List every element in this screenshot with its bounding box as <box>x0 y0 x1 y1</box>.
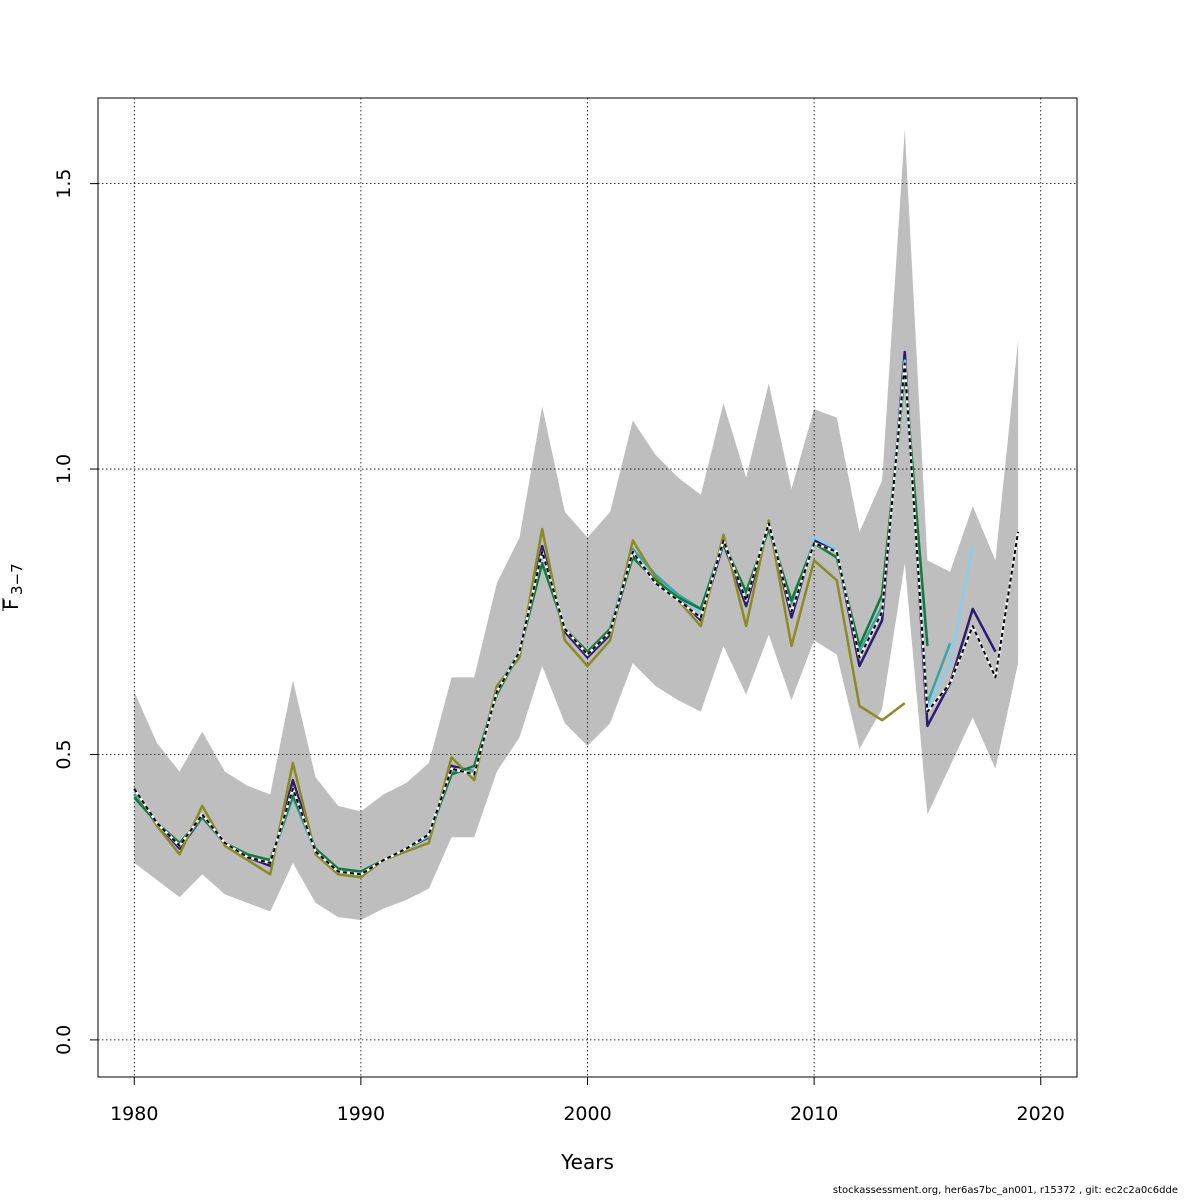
x-tick-label: 2000 <box>563 1103 611 1125</box>
series-line-0 <box>133 362 1020 876</box>
x-tick-label: 1990 <box>337 1103 385 1125</box>
y-axis-title-main: F <box>0 598 23 610</box>
series-layer <box>133 350 1020 879</box>
footer-credit: stockassessment.org, her6as7bc_an001, r1… <box>832 1185 1178 1196</box>
y-axis-title: F 3−7 <box>0 563 26 611</box>
grid-layer <box>98 98 1077 1077</box>
confidence-band <box>134 129 1019 921</box>
y-axis-title-subscript: 3−7 <box>8 563 26 595</box>
series-line-4 <box>133 519 906 879</box>
y-tick-label: 1.0 <box>53 454 75 484</box>
x-axis-title: Years <box>560 1150 614 1174</box>
series-line-5 <box>133 370 929 873</box>
y-tick-label: 0.5 <box>53 739 75 769</box>
y-tick-label: 0.0 <box>53 1025 75 1055</box>
x-tick-label: 1980 <box>110 1103 158 1125</box>
axis-layer: 1980 1990 2000 2010 2020 0.0 0.5 1.0 1.5 <box>53 169 1065 1125</box>
confidence-band-layer <box>134 129 1019 921</box>
y-tick-label: 1.5 <box>53 169 75 199</box>
x-tick-label: 2020 <box>1017 1103 1065 1125</box>
x-tick-label: 2010 <box>790 1103 838 1125</box>
